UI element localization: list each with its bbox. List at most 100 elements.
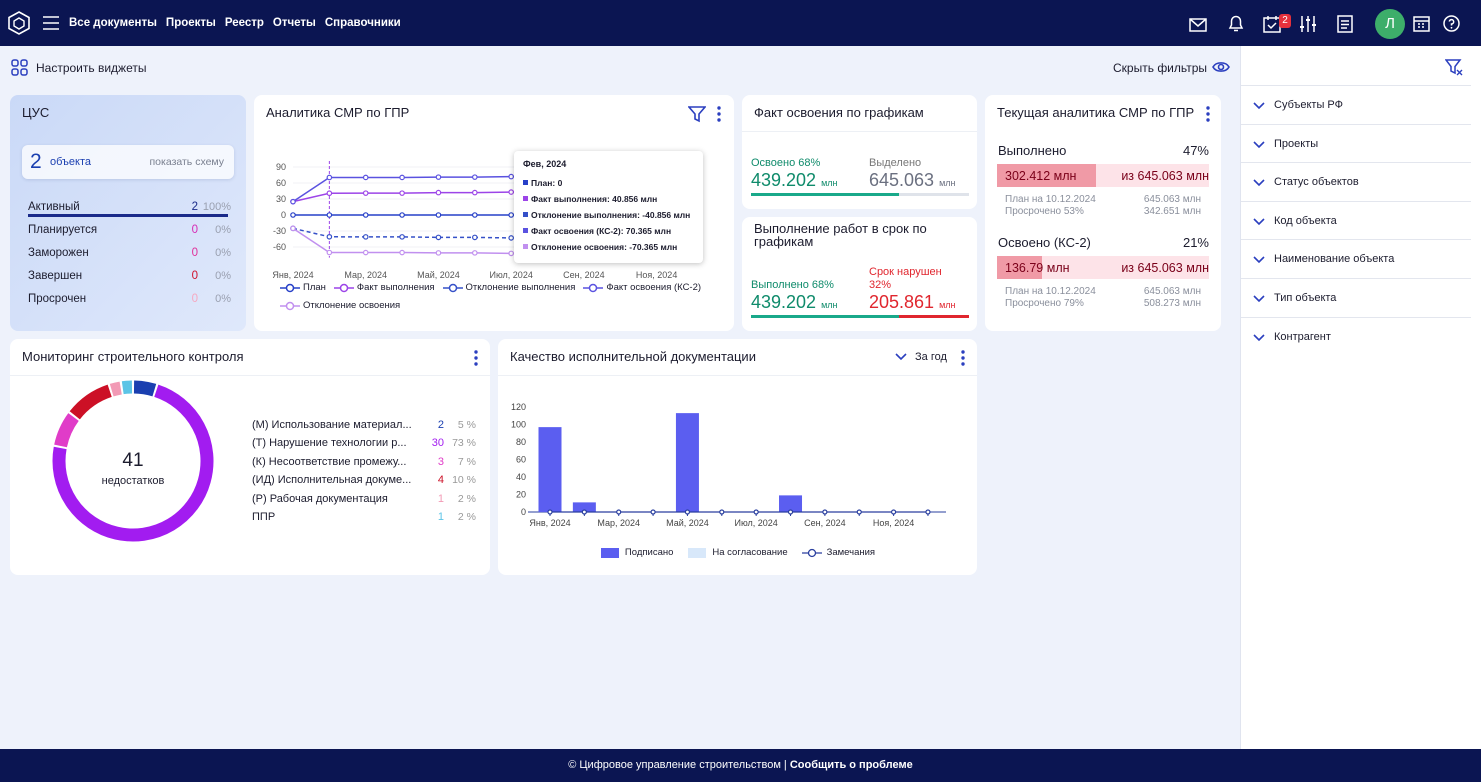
menu-kebab[interactable] (715, 105, 723, 123)
chevron (1253, 334, 1265, 341)
bell-icon[interactable] (1227, 14, 1245, 34)
value: 645.063 (1137, 169, 1183, 183)
x-tick-label: Ноя, 2024 (873, 518, 914, 528)
legend-icon (280, 301, 300, 311)
show-scheme[interactable]: показать схему (149, 156, 225, 168)
overdue-amount: 508.273 млн (1144, 298, 1201, 310)
filter-item[interactable]: Проекты (1241, 123, 1471, 164)
block-name: Освоено (КС-2) (998, 235, 1091, 250)
done-amount: 439.202 млн (751, 292, 838, 315)
top-nav: Все документы Проекты Реестр Отчеты Справочн… (0, 0, 1481, 46)
y-tick-label: 60 (516, 455, 526, 465)
point (435, 212, 442, 218)
point (547, 509, 553, 515)
menu-kebab[interactable] (1204, 105, 1212, 123)
donut-total-label: недостатков (101, 475, 165, 487)
eye-icon[interactable] (1212, 60, 1230, 74)
chevron-path (1253, 102, 1265, 110)
legend-dot (285, 301, 295, 311)
filter-item[interactable]: Тип объекта (1241, 278, 1471, 318)
filter-icon[interactable] (1445, 58, 1463, 76)
pie-widget: Мониторинг строительного контроля 41 нед… (10, 339, 490, 575)
donut-segment (54, 413, 79, 448)
legend: Подписано На согласование Замечания (498, 545, 977, 561)
logo[interactable] (7, 11, 31, 35)
x-tick-label: Сен, 2024 (563, 270, 605, 280)
block-share: 21% (1182, 235, 1209, 250)
menu-kebab[interactable] (472, 349, 480, 367)
y-tick-label: 60 (276, 178, 286, 188)
avatar[interactable]: Л (1375, 9, 1405, 39)
menu-kebab[interactable] (959, 349, 967, 367)
menu-item[interactable]: Все документы (69, 17, 157, 29)
value: 645.063 (1137, 261, 1183, 275)
menu-item[interactable]: Реестр (224, 17, 264, 29)
x-tick-label: Ноя, 2024 (636, 270, 677, 280)
status-share: 100% (202, 201, 231, 213)
menu-item[interactable]: Справочники (324, 17, 401, 29)
filter-icon[interactable] (688, 105, 706, 123)
x-tick-label: Сен, 2024 (804, 518, 846, 528)
mail-icon[interactable] (1189, 16, 1207, 32)
value: 136.79 (1005, 261, 1044, 275)
configure-widgets[interactable]: Настроить виджеты (36, 61, 147, 75)
settings-icon[interactable] (1299, 15, 1317, 33)
document-icon[interactable] (1337, 15, 1353, 33)
copyright: © Цифровое управление строительством | (568, 759, 787, 771)
unit: млн (821, 178, 838, 188)
donut-segment (109, 381, 122, 397)
point (508, 173, 514, 180)
legend-icon (688, 548, 707, 558)
hide-filters[interactable]: Скрыть фильтры (1113, 61, 1207, 75)
chevron[interactable] (895, 352, 907, 362)
x-tick-label: Янв, 2024 (529, 518, 570, 528)
y-tick-label: 90 (276, 162, 286, 172)
point (326, 212, 333, 218)
y-tick-label: 120 (511, 402, 526, 412)
status-count: 2 (191, 201, 198, 213)
legend-icon (600, 548, 619, 558)
unit: млн (821, 300, 838, 310)
report-link[interactable]: Сообщить о проблеме (789, 759, 913, 771)
legend-dot (339, 283, 349, 293)
bar-total: из 645.063 млн (1121, 260, 1209, 276)
point (616, 509, 622, 515)
x-tick-label: Май, 2024 (417, 270, 460, 280)
widgets-icon[interactable] (11, 59, 29, 77)
filter-item[interactable]: Статус объектов (1241, 162, 1471, 202)
legend-label: (Р) Рабочая документация (252, 492, 388, 505)
plan-label: План на 10.12.2024 (1005, 194, 1096, 205)
period-select[interactable]: За год (915, 351, 947, 363)
legend-icon (333, 283, 354, 293)
legend-label: (К) Несоответствие промежу... (252, 455, 407, 468)
filter-item[interactable]: Субъекты РФ (1241, 85, 1471, 125)
menu-button[interactable] (42, 14, 60, 32)
chevron (1253, 218, 1265, 225)
progress-late (899, 315, 969, 318)
cus-widget: ЦУС 2 объекта показать схему Активный 2 10… (10, 95, 246, 331)
chevron (1253, 256, 1265, 264)
legend-share: 7 % (457, 455, 476, 468)
legend-share: 10 % (452, 474, 476, 487)
bar-value: 136.79 млн (1005, 260, 1070, 276)
filter-item[interactable]: Контрагент (1241, 316, 1471, 357)
filter-item[interactable]: Наименование объекта (1241, 239, 1471, 279)
total-amount: 645.063 млн (869, 170, 956, 193)
menu-item[interactable]: Проекты (165, 17, 216, 29)
legend-item: На согласование (687, 545, 788, 561)
of-label: из (1121, 261, 1135, 275)
widget-title: Выполнение работ в срок по графикам (754, 221, 927, 249)
calendar-icon[interactable] (1413, 15, 1430, 32)
bar (779, 495, 803, 512)
help-icon[interactable] (1443, 15, 1460, 32)
separator (498, 375, 977, 376)
x-tick-label: Мар, 2024 (597, 518, 640, 528)
filter-item[interactable]: Код объекта (1241, 200, 1471, 241)
legend-share: 2 % (457, 511, 476, 523)
y-tick-label: 100 (511, 420, 526, 430)
widget-title: ЦУС (22, 105, 50, 120)
legend-item: Отклонение освоения (280, 298, 400, 314)
menu-item[interactable]: Отчеты (272, 17, 316, 29)
main-menu: Все документы Проекты Реестр Отчеты Справочн… (69, 0, 401, 46)
